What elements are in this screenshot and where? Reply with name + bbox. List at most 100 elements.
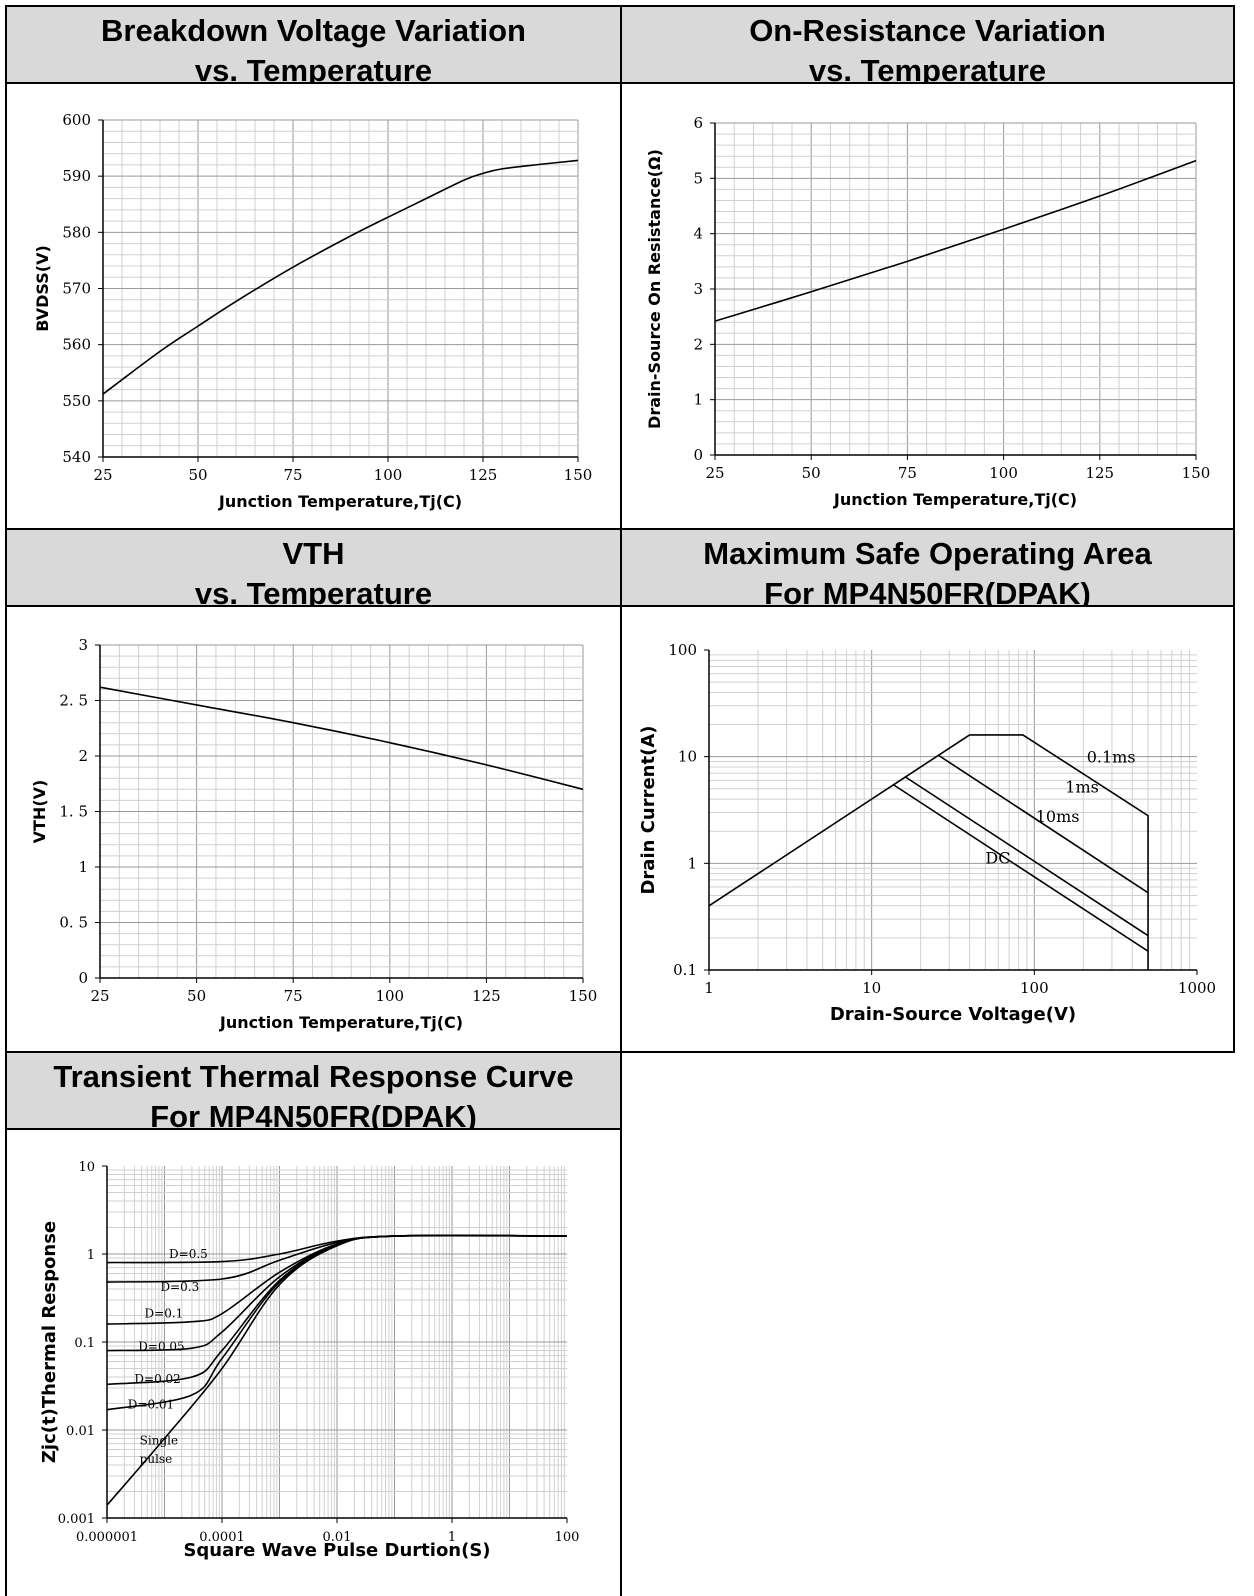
panel-header: Maximum Safe Operating Area For MP4N50FR…	[622, 530, 1233, 607]
y-axis-title: Drain Current(A)	[638, 725, 659, 894]
series-line	[714, 159, 1197, 322]
panel-header: Transient Thermal Response Curve For MP4…	[7, 1053, 620, 1130]
y-tick-label: 0.1	[673, 961, 697, 979]
y-tick-label: 3	[78, 636, 88, 654]
panel-title-line1: VTH	[282, 536, 345, 571]
chart-4: 0.000001 0.0001 0.01 1 100 0.001 0.01 0.1 1 10 Squ…	[39, 1160, 579, 1561]
y-tick-label: 1	[78, 858, 88, 876]
series-label: 10ms	[1036, 807, 1080, 826]
series-label: DC	[985, 848, 1010, 867]
series-label: 1ms	[1065, 778, 1099, 797]
x-tick-label: 100	[555, 1530, 580, 1545]
y-tick-label: 6	[693, 114, 703, 132]
series-label: D=0.3	[160, 1280, 199, 1294]
x-tick-label: 1	[448, 1530, 456, 1545]
y-axis-title: VTH(V)	[30, 780, 49, 844]
series-line	[99, 686, 584, 791]
x-axis-title: Junction Temperature,Tj(C)	[833, 490, 1077, 509]
x-tick-label: 150	[569, 987, 598, 1005]
x-tick-label: 125	[472, 987, 501, 1005]
x-tick-label: 0.000001	[76, 1530, 138, 1545]
y-axis-title: BVDSS(V)	[33, 245, 52, 332]
x-tick-label: 0.01	[323, 1530, 352, 1545]
y-tick-label: 0.001	[58, 1512, 95, 1527]
panel-title-line2: vs. Temperature	[808, 53, 1047, 84]
x-tick-label: 100	[989, 464, 1018, 482]
panel-header: Breakdown Voltage Variation vs. Temperat…	[7, 7, 620, 84]
series-line	[892, 783, 1149, 952]
y-tick-label: 1	[693, 391, 703, 409]
panel-title-line2: vs. Temperature	[194, 53, 433, 84]
chart-3: 1 10 100 1000 0.1 1 10 100 Drain-Source Voltage(…	[638, 641, 1216, 1025]
panel-title-line2: For MP4N50FR(DPAK)	[764, 576, 1091, 607]
y-tick-label: 0.01	[66, 1424, 95, 1439]
chart-2: 25 50 75 100 125 150 0 0. 5 1 1. 5 2 2. 5 3 Junction …	[30, 636, 597, 1032]
y-tick-label: 1. 5	[59, 803, 88, 821]
panel-header: VTH vs. Temperature	[7, 530, 620, 607]
y-tick-label: 590	[62, 167, 91, 185]
x-tick-label: 125	[469, 466, 498, 484]
x-tick-label: 100	[375, 987, 404, 1005]
y-tick-label: 0.1	[74, 1336, 95, 1351]
x-tick-label: 1	[704, 979, 714, 997]
series-label: 0.1ms	[1087, 748, 1136, 767]
chart-1: 25 50 75 100 125 150 0 1 2 3 4 5 6 Junction Temperatu…	[645, 114, 1210, 509]
x-axis-title: Square Wave Pulse Durtion(S)	[183, 1540, 490, 1561]
x-tick-label: 50	[187, 987, 206, 1005]
chart-grid	[99, 644, 584, 979]
y-tick-label: 0	[693, 446, 703, 464]
y-tick-label: 2	[78, 747, 88, 765]
series-label: D=0.02	[134, 1372, 180, 1386]
series-line	[938, 755, 1149, 894]
x-tick-label: 25	[705, 464, 724, 482]
y-tick-label: 5	[693, 169, 703, 187]
y-tick-label: 0. 5	[59, 914, 88, 932]
y-tick-label: 570	[62, 280, 91, 298]
panel-title-line1: Transient Thermal Response Curve	[53, 1059, 574, 1094]
series-label: D=0.5	[169, 1247, 208, 1261]
x-tick-label: 25	[93, 466, 112, 484]
series-line	[102, 159, 579, 395]
panel-title-line1: Breakdown Voltage Variation	[101, 13, 526, 48]
series-label: D=0.05	[138, 1340, 184, 1354]
x-tick-label: 100	[374, 466, 403, 484]
x-tick-label: 75	[284, 987, 303, 1005]
x-tick-label: 25	[90, 987, 109, 1005]
x-tick-label: 50	[188, 466, 207, 484]
panel-breakdown-voltage: Breakdown Voltage Variation vs. Temperat…	[5, 5, 622, 530]
panel-on-resistance: On-Resistance Variation vs. Temperature	[620, 5, 1235, 530]
x-tick-label: 50	[802, 464, 821, 482]
panel-soa: Maximum Safe Operating Area For MP4N50FR…	[620, 528, 1235, 1053]
x-tick-label: 100	[1020, 979, 1049, 997]
y-tick-label: 1	[87, 1248, 95, 1263]
x-tick-label: 75	[898, 464, 917, 482]
series-label: D=0.01	[128, 1398, 174, 1412]
series-label: D=0.1	[145, 1306, 184, 1320]
y-axis-title: Zjc(t)Thermal Response	[39, 1221, 60, 1463]
panel-title-line2: For MP4N50FR(DPAK)	[150, 1099, 477, 1130]
x-tick-label: 10	[862, 979, 881, 997]
x-tick-label: 1000	[1178, 979, 1216, 997]
x-axis-title: Junction Temperature,Tj(C)	[219, 1013, 463, 1032]
series-line	[106, 1234, 568, 1506]
y-tick-label: 1	[687, 854, 697, 872]
chart-grid	[102, 119, 579, 458]
y-tick-label: 100	[668, 641, 697, 659]
series-label: Single	[140, 1434, 178, 1448]
y-tick-label: 2	[693, 335, 703, 353]
chart-grid	[106, 1166, 567, 1519]
series-label: pulse	[140, 1452, 173, 1466]
panel-title-line2: vs. Temperature	[194, 576, 433, 607]
panel-thermal: Transient Thermal Response Curve For MP4…	[5, 1051, 622, 1596]
series-line	[969, 734, 1149, 970]
x-tick-label: 0.0001	[199, 1530, 245, 1545]
x-axis-title: Drain-Source Voltage(V)	[830, 1004, 1076, 1025]
y-axis-title: Drain-Source On Resistance(Ω)	[645, 149, 664, 429]
y-tick-label: 540	[62, 448, 91, 466]
y-tick-label: 600	[62, 111, 91, 129]
y-tick-label: 4	[693, 225, 703, 243]
chart-0: 25 50 75 100 125 150 540 550 560 570 580 590 600 Junc…	[33, 111, 592, 511]
panel-header: On-Resistance Variation vs. Temperature	[622, 7, 1233, 84]
y-tick-label: 3	[693, 280, 703, 298]
